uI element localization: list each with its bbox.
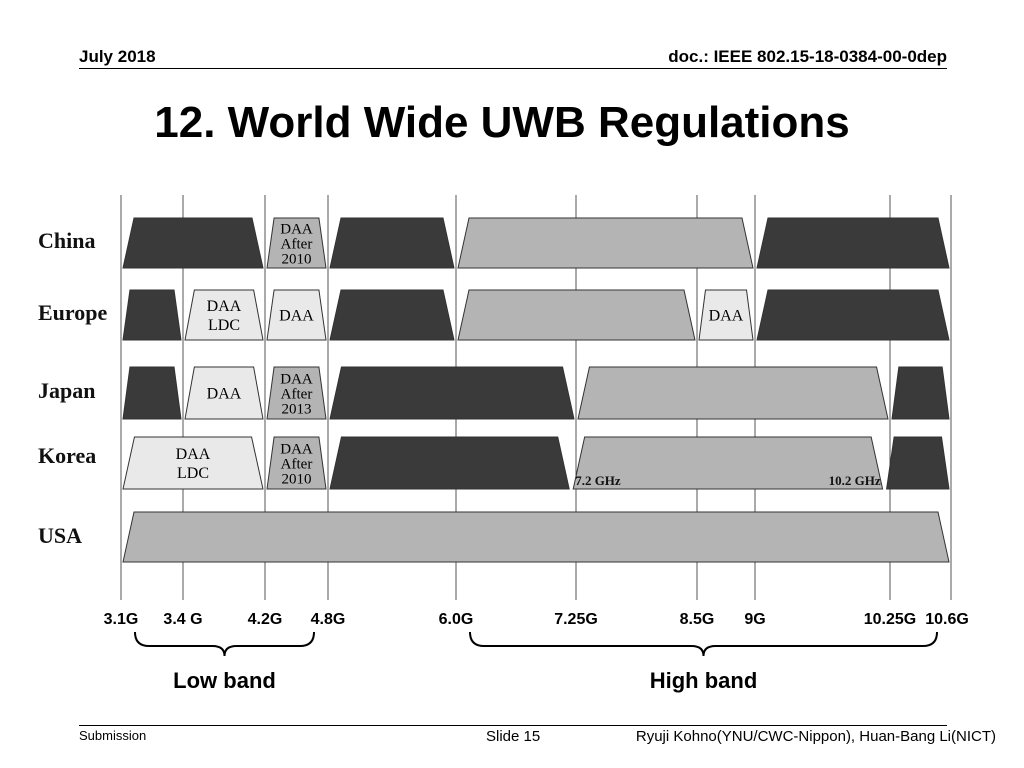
band-china-0 xyxy=(122,217,264,269)
band-china-3 xyxy=(457,217,754,269)
tick-label-0: 3.1G xyxy=(104,611,139,628)
band-text-europe-2-0: DAA xyxy=(279,308,314,325)
tick-label-5: 7.25G xyxy=(554,611,598,628)
band-europe-4 xyxy=(457,289,696,341)
tick-label-1: 3.4 G xyxy=(163,611,202,628)
band-text-korea-1-0: DAA xyxy=(280,441,313,457)
band-europe-2 xyxy=(266,289,327,341)
brace-0 xyxy=(134,631,315,657)
tick-label-4: 6.0G xyxy=(439,611,474,628)
band-text-china-1-0: DAA xyxy=(280,221,313,237)
band-text-japan-2-2: 2013 xyxy=(282,401,312,417)
band-japan-2 xyxy=(266,366,327,420)
band-text-korea-0-1: LDC xyxy=(177,465,209,482)
band-text-japan-2-1: After xyxy=(281,386,313,402)
band-korea-2 xyxy=(329,436,570,490)
tick-label-9: 10.6G xyxy=(925,611,969,628)
country-label-china: China xyxy=(38,228,95,253)
band-japan-3 xyxy=(329,366,575,420)
band-text-korea-0-0: DAA xyxy=(176,446,211,463)
frequency-tick-labels: 3.1G 3.4 G 4.2G 4.8G 6.0G 7.25G 8.5G 9G 10.25G 10… xyxy=(104,611,969,628)
country-label-usa: USA xyxy=(38,523,82,548)
band-group-braces: Low band High band xyxy=(134,631,938,693)
band-japan-4 xyxy=(577,366,889,420)
band-china-4 xyxy=(756,217,950,269)
band-korea-1 xyxy=(266,436,327,490)
footer-rule xyxy=(79,725,947,726)
country-label-japan: Japan xyxy=(38,378,95,403)
tick-label-3: 4.8G xyxy=(311,611,346,628)
footer-slide-number: Slide 15 xyxy=(486,728,541,745)
band-europe-6 xyxy=(756,289,950,341)
band-korea-3 xyxy=(572,436,884,490)
band-text-europe-5-0: DAA xyxy=(709,308,744,325)
band-europe-5 xyxy=(698,289,754,341)
annotation-0: 7.2 GHz xyxy=(575,473,621,488)
band-text-japan-1-0: DAA xyxy=(207,386,242,403)
band-text-japan-2-0: DAA xyxy=(280,371,313,387)
band-text-china-1-2: 2010 xyxy=(282,251,312,267)
footer-authors: Ryuji Kohno(YNU/CWC-Nippon), Huan-Bang L… xyxy=(635,728,996,745)
group-label-1: High band xyxy=(650,668,758,693)
band-japan-0 xyxy=(122,366,182,420)
band-japan-5 xyxy=(891,366,950,420)
band-text-europe-1-1: LDC xyxy=(208,317,240,334)
band-japan-1 xyxy=(184,366,264,420)
header-date: July 2018 xyxy=(79,47,156,66)
band-korea-4 xyxy=(886,436,950,490)
slide-title: 12. World Wide UWB Regulations xyxy=(154,98,850,147)
band-china-2 xyxy=(329,217,455,269)
band-text-korea-1-1: After xyxy=(281,456,313,472)
header-doc-id: doc.: IEEE 802.15-18-0384-00-0dep xyxy=(668,47,947,66)
band-usa-0 xyxy=(122,511,950,563)
country-labels: China Europe Japan Korea USA xyxy=(38,228,108,548)
annotation-1: 10.2 GHz xyxy=(829,473,881,488)
band-text-korea-1-2: 2010 xyxy=(282,471,312,487)
country-label-europe: Europe xyxy=(38,300,108,325)
band-text-europe-1-0: DAA xyxy=(207,298,242,315)
band-text-china-1-1: After xyxy=(281,236,313,252)
band-europe-3 xyxy=(329,289,455,341)
band-china-1 xyxy=(266,217,327,269)
band-europe-0 xyxy=(122,289,182,341)
brace-1 xyxy=(469,631,938,657)
header-rule xyxy=(79,68,947,69)
band-korea-0 xyxy=(122,436,264,490)
tick-label-6: 8.5G xyxy=(680,611,715,628)
tick-label-7: 9G xyxy=(744,611,765,628)
footer-submission: Submission xyxy=(79,728,147,743)
tick-label-8: 10.25G xyxy=(864,611,916,628)
group-label-0: Low band xyxy=(173,668,276,693)
country-label-korea: Korea xyxy=(38,443,96,468)
band-europe-1 xyxy=(184,289,264,341)
tick-label-2: 4.2G xyxy=(248,611,283,628)
